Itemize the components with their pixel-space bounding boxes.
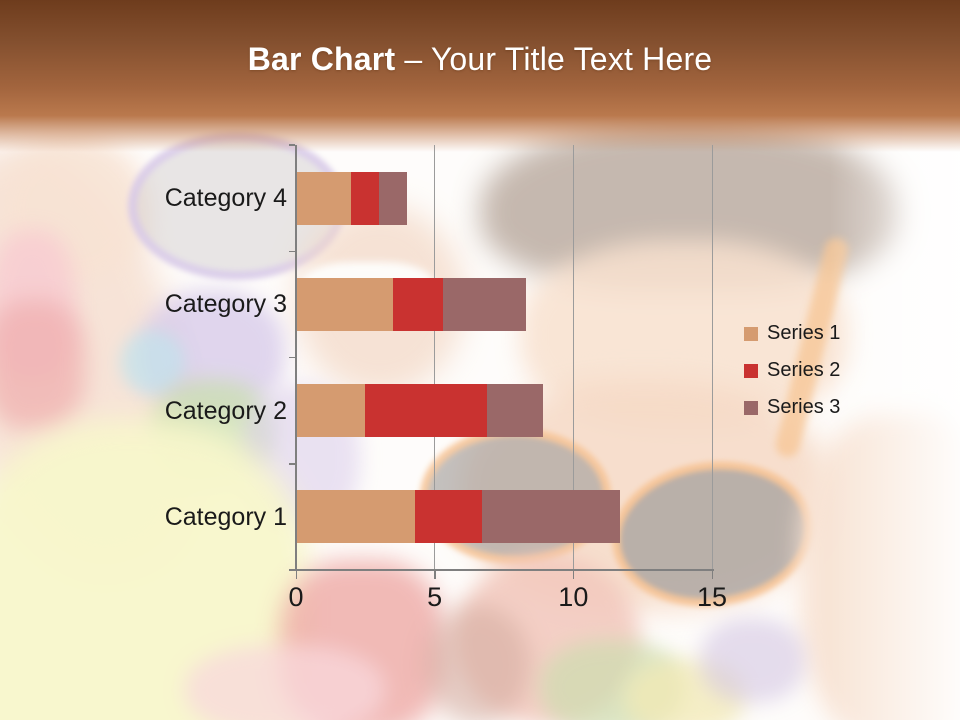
legend-label: Series 2: [767, 359, 841, 381]
legend-swatch-series-1: [744, 326, 758, 341]
x-tick-label: 5: [427, 582, 443, 612]
bar-segment-series-1: [296, 384, 366, 438]
x-axis-line: [295, 569, 714, 571]
bar-segment-series-1: [296, 171, 352, 225]
x-tick-label: 15: [696, 582, 728, 612]
photo-shape: [185, 645, 385, 720]
category-label: Category 1: [164, 502, 287, 531]
legend-item: Series 1: [744, 322, 840, 345]
slide-title-bold: Bar Chart: [247, 40, 396, 77]
x-axis-tick: [711, 571, 713, 579]
bar-segment-series-2: [365, 384, 488, 438]
bar-segment-series-3: [442, 277, 527, 331]
legend: Series 1 Series 2 Series 3: [744, 322, 840, 433]
y-axis-tick: [289, 144, 295, 146]
y-axis-tick: [289, 463, 295, 465]
x-tick-label: 10: [558, 582, 589, 612]
bar-segment-series-2: [351, 171, 380, 225]
slide-title: Bar Chart – Your Title Text Here: [0, 0, 960, 118]
bar-segment-series-2: [393, 277, 443, 331]
legend-swatch-series-2: [744, 363, 758, 378]
legend-label: Series 3: [767, 396, 841, 418]
bar-segment-series-2: [415, 490, 482, 544]
gridline: [572, 145, 574, 570]
x-axis-tick: [572, 571, 575, 579]
category-label: Category 4: [164, 184, 287, 213]
photo-shape: [120, 330, 185, 395]
gridline: [711, 145, 713, 570]
y-axis-tick: [289, 569, 295, 571]
photo-shape: [425, 605, 530, 720]
x-tick-label: 0: [288, 582, 304, 612]
legend-item: Series 3: [744, 396, 840, 419]
y-axis-tick: [289, 356, 295, 359]
bar-segment-series-3: [487, 384, 543, 438]
y-axis-line: [295, 145, 297, 571]
photo-shape: [700, 618, 805, 703]
x-axis-tick: [434, 571, 436, 579]
gridline: [434, 145, 436, 570]
slide-title-rest: – Your Title Text Here: [404, 40, 713, 77]
category-label: Category 3: [164, 290, 287, 319]
photo-shape: [0, 300, 85, 430]
legend-item: Series 2: [744, 359, 840, 382]
bar-segment-series-1: [296, 277, 394, 331]
bar-segment-series-3: [379, 171, 407, 225]
legend-label: Series 1: [767, 322, 841, 344]
y-axis-tick: [289, 250, 295, 252]
legend-swatch-series-3: [744, 400, 758, 415]
header-band: [0, 0, 960, 152]
x-axis-tick: [295, 571, 297, 579]
category-label: Category 2: [164, 396, 287, 425]
bar-segment-series-1: [296, 490, 416, 544]
bar-segment-series-3: [481, 490, 621, 544]
